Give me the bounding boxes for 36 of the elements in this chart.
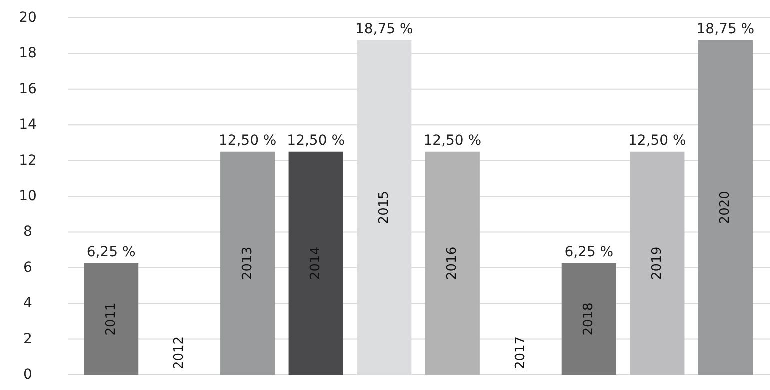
data-label: 18,75 % (355, 21, 414, 38)
bar (84, 263, 139, 375)
y-tick-label: 8 (24, 224, 32, 240)
bar (220, 152, 276, 375)
x-tick-label: 2011 (104, 302, 119, 336)
data-label: 18,75 % (696, 21, 755, 38)
y-tick-label: 0 (24, 367, 32, 383)
x-tick-label: 2013 (240, 246, 256, 280)
bar (288, 152, 344, 375)
data-label: 12,50 % (628, 132, 686, 149)
x-tick-label: 2016 (445, 246, 460, 280)
bar (698, 40, 753, 375)
x-tick-label: 2014 (308, 246, 324, 280)
y-tick-label: 6 (24, 260, 33, 276)
x-tick-label: 2017 (513, 336, 528, 370)
data-label: 12,50 % (424, 132, 482, 149)
data-label: 6,25 % (564, 244, 614, 260)
bar (425, 152, 480, 375)
y-tick-label: 4 (24, 296, 33, 312)
x-tick-label: 2020 (718, 191, 734, 224)
x-tick-label: 2012 (172, 336, 188, 370)
data-label: 12,50 % (218, 132, 277, 149)
y-tick-label: 16 (19, 81, 37, 98)
y-tick-label: 10 (19, 188, 37, 204)
y-tick-label: 2 (24, 331, 32, 348)
bar (562, 263, 616, 375)
bar (630, 152, 685, 375)
x-tick-label: 2018 (582, 302, 597, 336)
y-tick-label: 12 (19, 152, 37, 169)
x-tick-label: 2019 (650, 246, 665, 280)
y-tick-label: 18 (19, 46, 37, 62)
x-tick-label: 2015 (376, 191, 392, 224)
data-label: 6,25 % (86, 244, 136, 260)
data-label: 12,50 % (287, 132, 346, 149)
y-tick-label: 20 (19, 10, 37, 26)
y-tick-label: 14 (19, 117, 37, 134)
